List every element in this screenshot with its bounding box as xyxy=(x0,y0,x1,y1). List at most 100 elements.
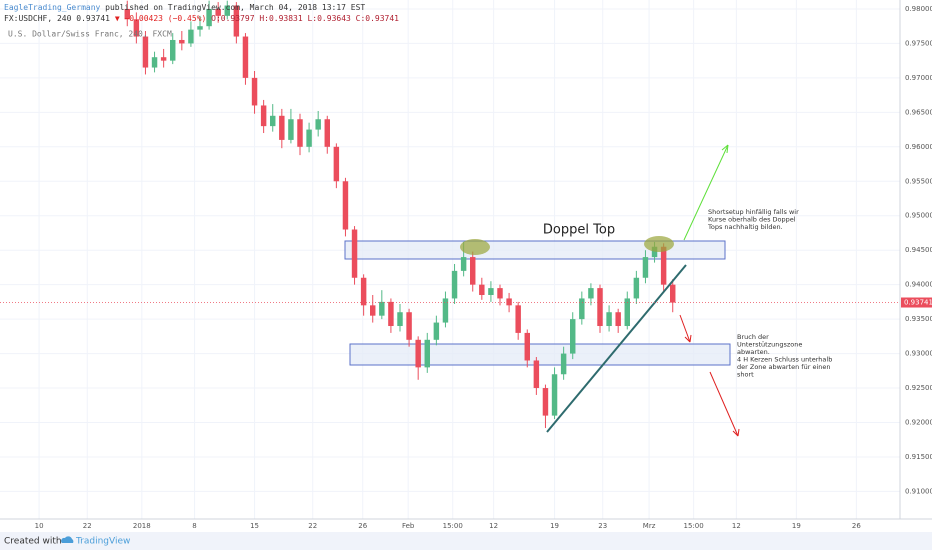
candle-body xyxy=(660,246,667,285)
arrow xyxy=(709,371,739,437)
candle-body xyxy=(251,77,258,106)
candle-body xyxy=(451,270,458,299)
candle-body xyxy=(670,284,676,303)
note-line: Kurse oberhalb des Doppel xyxy=(708,216,796,224)
candle-body xyxy=(388,301,394,327)
candle-body xyxy=(633,277,640,299)
header: EagleTrading_Germany published on Tradin… xyxy=(4,3,399,39)
candle-body xyxy=(188,29,194,44)
last-price-box xyxy=(901,297,932,308)
candle-body xyxy=(379,301,385,316)
header-line: FX:USDCHF, 240 0.93741 ▼ −0.00423 (−0.45… xyxy=(4,14,399,23)
candle-body xyxy=(179,39,185,44)
candle-body xyxy=(606,312,612,327)
y-tick-label: 0.96000 xyxy=(905,143,932,151)
candle-body xyxy=(551,374,558,416)
y-tick-label: 0.95000 xyxy=(905,212,932,220)
x-tick-label: 22 xyxy=(83,522,92,530)
candle-body xyxy=(170,39,176,61)
candle-body xyxy=(151,57,158,68)
candle-body xyxy=(306,129,312,147)
annotations: Doppel Top xyxy=(460,144,740,437)
candle-body xyxy=(397,312,403,327)
note-line: Shortsetup hinfällig falls wir xyxy=(708,208,799,216)
drawings xyxy=(344,240,731,366)
arrow-head xyxy=(721,144,729,154)
annotation-title: Doppel Top xyxy=(543,223,615,238)
footer-brand: TradingView xyxy=(75,537,130,547)
x-tick-label: 2018 xyxy=(133,522,151,530)
x-tick-label: 12 xyxy=(489,522,498,530)
y-tick-label: 0.93000 xyxy=(905,350,932,358)
candle-body xyxy=(133,19,140,37)
candle-body xyxy=(415,339,421,368)
ohlc: O:0.93797 H:0.93831 L:0.93643 C:0.93741 xyxy=(211,14,399,23)
x-tick-label: 19 xyxy=(792,522,801,530)
candle-body xyxy=(342,181,349,230)
note-line: abwarten. xyxy=(737,348,770,356)
x-tick-label: 12 xyxy=(732,522,741,530)
note-line: 4 H Kerzen Schluss unterhalb xyxy=(737,356,832,364)
candle-body xyxy=(460,257,467,271)
candle-body xyxy=(124,8,130,20)
arrow xyxy=(683,144,729,241)
published: published on TradingView.com, March 04, … xyxy=(105,3,365,12)
trend-line xyxy=(546,264,687,433)
y-tick-label: 0.91500 xyxy=(905,453,932,461)
y-tick-label: 0.91000 xyxy=(905,487,932,495)
candle-body xyxy=(233,5,240,37)
x-tick-label: 15:00 xyxy=(443,522,463,530)
footer-bar xyxy=(0,532,932,550)
y-tick-label: 0.97000 xyxy=(905,74,932,82)
x-tick-label: 23 xyxy=(598,522,607,530)
x-tick-label: 10 xyxy=(35,522,44,530)
candle-body xyxy=(288,119,294,140)
resistance-zone xyxy=(344,240,726,260)
candle-body xyxy=(597,288,603,327)
candle-body xyxy=(370,305,376,316)
x-tick-label: 15 xyxy=(250,522,259,530)
y-tick-label: 0.98000 xyxy=(905,5,932,13)
note-line: Unterstützungszone xyxy=(737,341,802,349)
y-tick-label: 0.95500 xyxy=(905,177,932,185)
top-marker xyxy=(644,236,674,252)
note-line: Bruch der xyxy=(737,333,769,341)
candle-body xyxy=(260,105,267,127)
candle-body xyxy=(533,360,540,389)
candle-body xyxy=(297,119,303,147)
candle-body xyxy=(524,332,530,361)
top-marker xyxy=(460,239,490,255)
candle-body xyxy=(224,5,230,16)
x-tick-label: Feb xyxy=(402,522,415,530)
last-price-label: 0.93741 xyxy=(904,299,932,307)
last: 0.93741 xyxy=(76,14,110,23)
x-tick-label: 15:00 xyxy=(684,522,704,530)
x-tick-label: Mrz xyxy=(643,522,656,530)
candle-body xyxy=(242,36,249,78)
x-tick-label: 8 xyxy=(192,522,196,530)
y-tick-label: 0.96500 xyxy=(905,108,932,116)
candles xyxy=(124,0,676,429)
candle-body xyxy=(160,57,167,61)
x-tick-label: 22 xyxy=(308,522,317,530)
candle-body xyxy=(560,353,567,375)
candle-body xyxy=(488,288,494,295)
arrow xyxy=(679,314,691,343)
change: ▼ −0.00423 (−0.45%) xyxy=(115,14,207,23)
note-line: Tops nachhaltig bilden. xyxy=(707,223,783,231)
candle-body xyxy=(497,288,503,299)
y-tick-label: 0.93500 xyxy=(905,315,932,323)
candle-body xyxy=(215,8,221,16)
candle-body xyxy=(315,119,321,130)
candle-body xyxy=(479,284,485,295)
instrument: U.S. Dollar/Swiss Franc, 240, FXCM xyxy=(8,30,172,39)
candle-body xyxy=(324,119,330,147)
candle-body xyxy=(579,298,585,320)
candle-body xyxy=(542,388,549,416)
candle-body xyxy=(206,8,212,27)
candle-body xyxy=(279,115,285,140)
note-line: der Zone abwarten für einen xyxy=(737,363,830,371)
candle-body xyxy=(642,257,649,278)
